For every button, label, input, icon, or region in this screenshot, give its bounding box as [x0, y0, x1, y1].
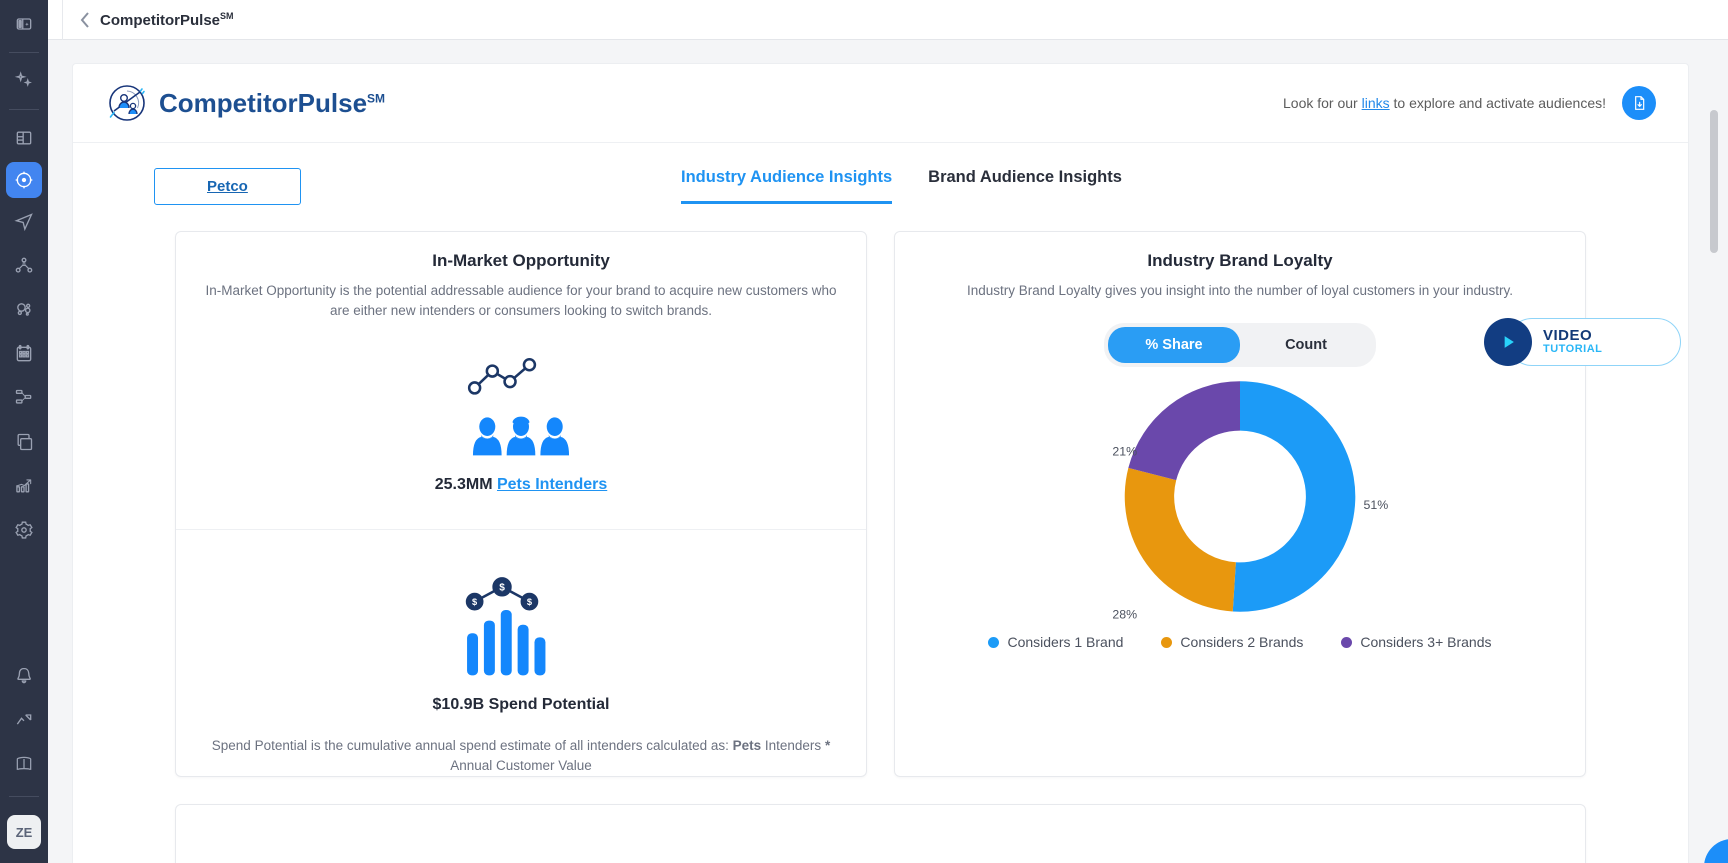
- svg-text:$: $: [472, 596, 478, 606]
- svg-text:28%: 28%: [1112, 608, 1137, 622]
- svg-text:$: $: [499, 582, 505, 593]
- svg-text:$: $: [527, 596, 533, 606]
- svg-text:21%: 21%: [1112, 445, 1137, 459]
- svg-text:51%: 51%: [1364, 498, 1389, 512]
